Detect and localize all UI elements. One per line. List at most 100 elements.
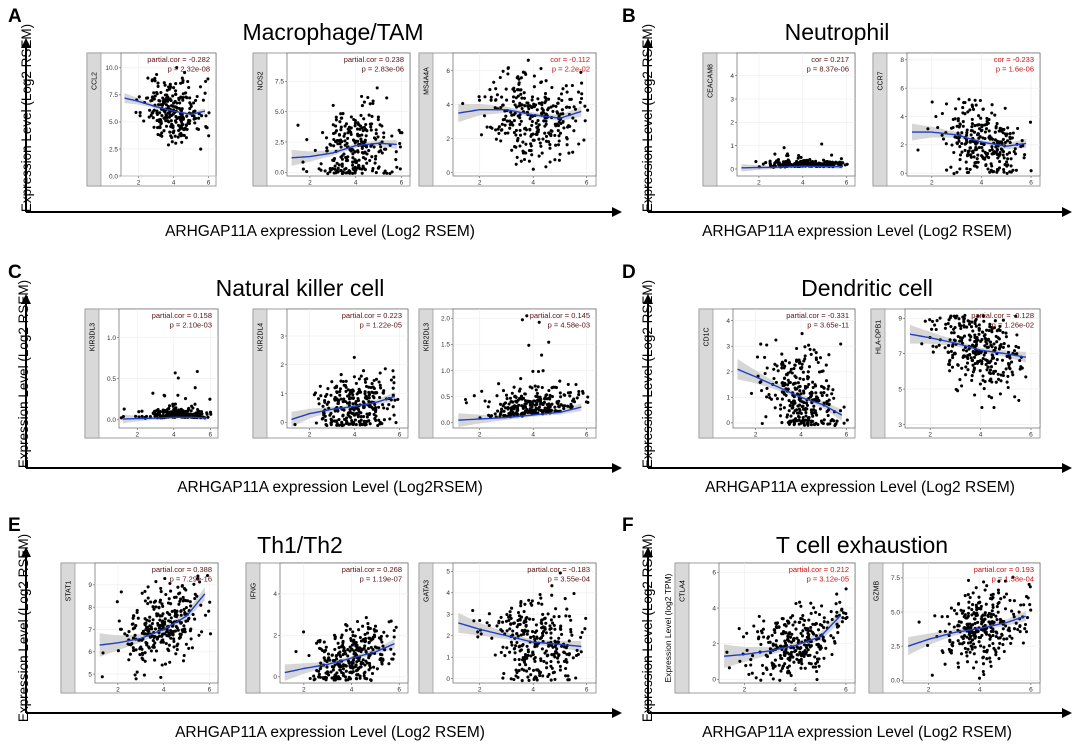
data-point [505,119,509,123]
data-point [166,143,171,147]
data-point [364,134,368,138]
data-point [340,424,344,428]
data-point [513,395,517,399]
data-point [956,628,960,632]
data-point [571,150,575,154]
data-point [560,632,564,636]
y-axis-arrow-head [21,38,31,48]
data-point [532,657,536,661]
data-point [369,678,373,682]
data-point [572,105,576,109]
data-point [196,577,200,581]
data-point [394,421,398,425]
data-point [338,387,343,391]
data-point [344,389,348,393]
data-point [398,145,402,149]
y-tick-label: 0.0 [891,678,900,685]
data-point [944,322,948,326]
data-point [188,600,192,604]
data-point [824,646,828,650]
data-point [999,379,1003,383]
data-point [305,170,309,174]
data-point [509,400,513,404]
data-point [341,400,345,404]
data-point [352,413,356,417]
data-point [174,652,178,656]
data-point [543,396,547,400]
gene-strip [418,562,434,694]
data-point [369,645,373,649]
data-point [361,639,365,643]
data-point [956,661,960,665]
data-point [557,653,561,657]
panel-label: D [622,262,636,283]
data-point [960,642,964,646]
data-point [160,114,164,118]
data-point [822,620,826,624]
data-point [516,610,521,615]
data-point [374,377,379,381]
data-point [990,152,994,156]
data-point [519,604,523,608]
data-point [1010,370,1014,374]
data-point [966,647,970,651]
data-point [168,82,172,86]
data-point [199,603,203,607]
data-point [982,353,986,357]
data-point [530,153,534,157]
data-point [331,103,335,107]
data-point [512,119,516,123]
p-annotation: p = 3.65e-11 [807,321,849,330]
data-point [158,618,162,622]
data-point [938,316,942,320]
data-point [496,127,500,131]
data-point [985,648,989,652]
data-point [559,624,563,628]
data-point [338,668,342,672]
data-point [976,338,980,342]
data-point [1017,610,1021,614]
data-point [934,345,938,349]
data-point [383,367,387,371]
data-point [344,416,349,420]
data-point [116,649,120,653]
data-point [817,612,822,617]
data-point [346,659,351,663]
data-point [571,656,575,660]
data-point [968,146,972,150]
data-point [953,135,957,139]
data-point [363,380,368,384]
data-point [558,571,562,575]
data-point [149,625,153,629]
data-point [1013,152,1018,156]
data-point [351,658,356,662]
p-annotation: p = 3.12e-05 [807,575,849,584]
data-point [500,95,504,99]
data-point [996,601,1000,606]
data-point [777,625,781,629]
data-point [958,158,962,162]
data-point [956,334,960,339]
gene-label: HLA-DPB1 [876,320,883,354]
data-point [358,635,362,640]
data-point [1004,335,1008,339]
data-point [975,613,979,617]
p-label: p = [170,321,183,330]
data-point [529,673,533,677]
data-point [379,145,383,149]
data-point [798,377,802,381]
data-point [392,375,396,379]
data-point [817,664,821,668]
data-point [949,349,953,353]
data-point [177,124,182,128]
data-point [827,398,831,402]
data-point [161,96,165,100]
y-tick-label: 0.0 [107,417,116,424]
data-point [812,348,816,352]
data-point [565,652,569,656]
data-point [161,632,165,636]
data-point [803,384,807,388]
data-point [326,387,330,391]
